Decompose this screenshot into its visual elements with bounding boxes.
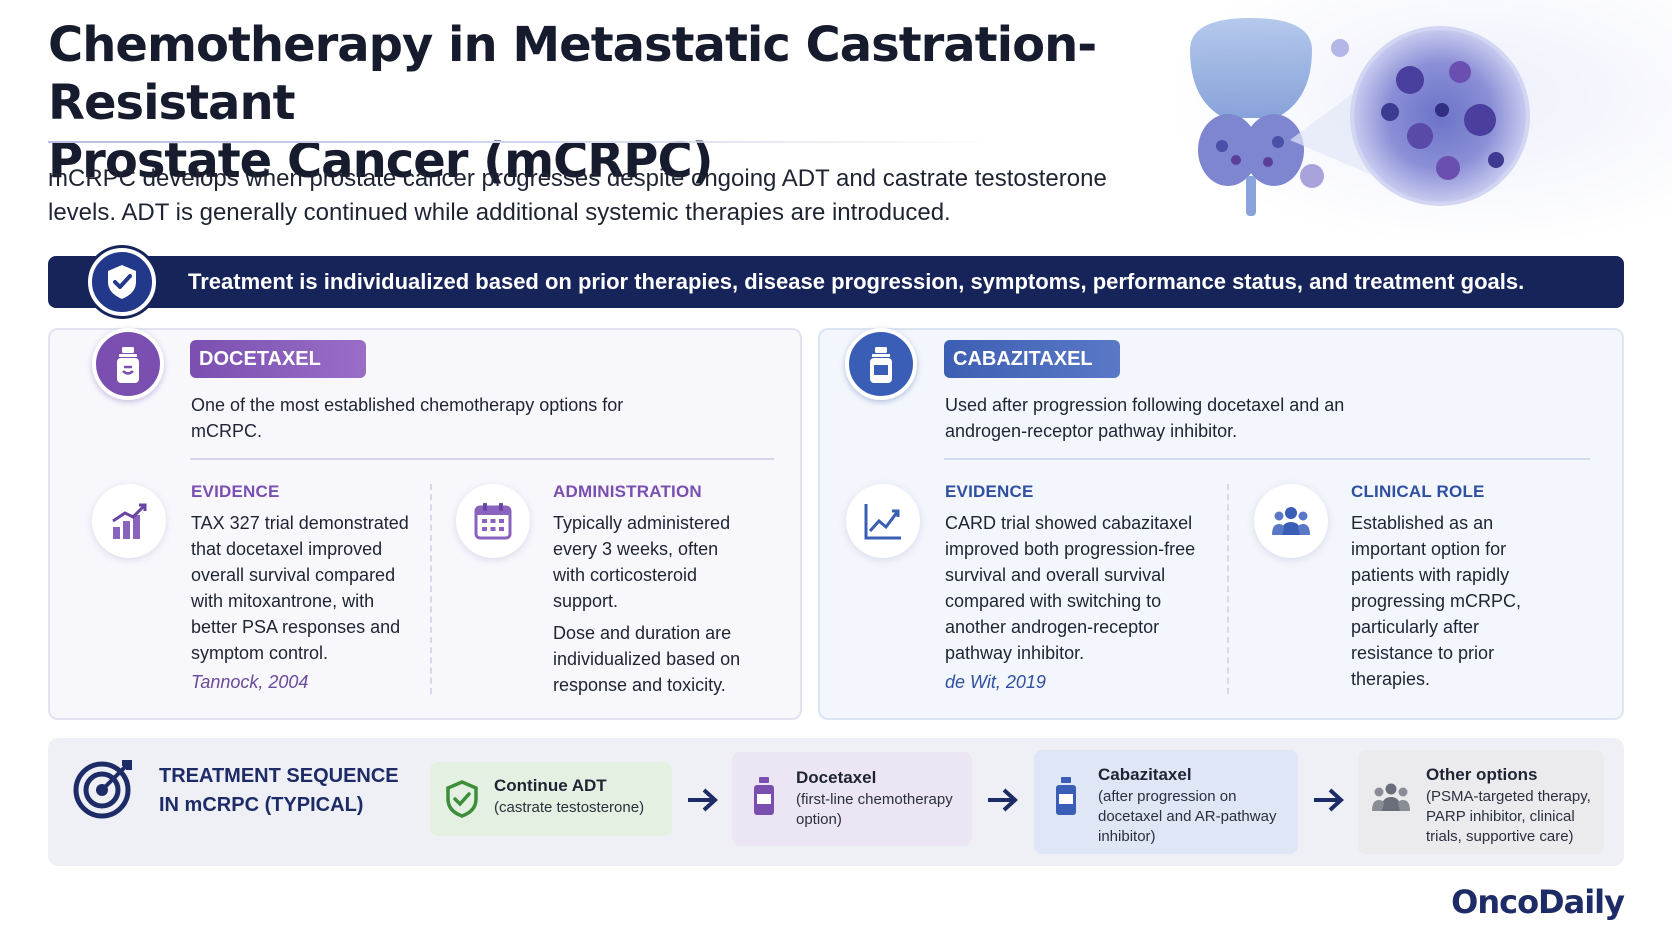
people-icon [1372,782,1410,817]
administration-heading: ADMINISTRATION [553,482,702,501]
shield-icon [446,780,478,823]
clinical-role-heading: CLINICAL ROLE [1351,482,1485,501]
docetaxel-divider [190,458,774,460]
docetaxel-evidence-heading: EVIDENCE [191,482,280,501]
cabazitaxel-evidence-heading: EVIDENCE [945,482,1034,501]
docetaxel-column-divider [430,484,432,694]
cabazitaxel-column-divider [1227,484,1229,694]
target-icon [72,756,136,825]
prostate-illustration [1180,0,1672,240]
step-cabazitaxel-sub: (after progression on docetaxel and AR-p… [1098,788,1277,845]
banner-text: Treatment is individualized based on pri… [188,269,1525,294]
arrow-icon [988,788,1018,812]
sequence-title-line-2: IN mCRPC (TYPICAL) [159,794,364,816]
step-adt-title: Continue ADT [494,776,607,795]
shield-check-icon [88,248,156,316]
title-divider [48,141,1000,143]
step-docetaxel-title: Docetaxel [796,768,877,787]
step-other-title: Other options [1426,765,1538,784]
step-adt-sub: (castrate testosterone) [494,799,645,816]
cabazitaxel-description: Used after progression following docetax… [945,395,1345,441]
cabazitaxel-panel [818,328,1624,720]
docetaxel-citation: Tannock, 2004 [191,672,309,692]
people-icon [1254,484,1328,558]
sequence-title-line-1: TREATMENT SEQUENCE [159,765,399,787]
intro-text: mCRPC develops when prostate cancer prog… [48,165,1107,226]
step-cabazitaxel-title: Cabazitaxel [1098,765,1192,784]
arrow-icon [688,788,718,812]
calendar-icon [456,484,530,558]
vial-icon [92,328,164,400]
administration-body-2: Dose and duration are individualized bas… [553,623,741,695]
line-chart-icon [846,484,920,558]
sequence-step-cabazitaxel [1034,750,1298,854]
sequence-step-adt [430,762,672,836]
administration-body-1: Typically administered every 3 weeks, of… [553,513,731,611]
arrow-icon [1314,788,1344,812]
clinical-role-body: Established as an important option for p… [1351,513,1522,689]
brand-logo: OncoDaily [1451,883,1625,921]
cabazitaxel-divider [944,458,1590,460]
step-docetaxel-sub: (first-line chemotherapy option) [796,791,953,828]
docetaxel-evidence-body: TAX 327 trial demonstrated that docetaxe… [191,513,409,663]
individualization-banner [48,256,1624,308]
docetaxel-description: One of the most established chemotherapy… [191,395,624,441]
cabazitaxel-label: CABAZITAXEL [944,340,1120,378]
cabazitaxel-citation: de Wit, 2019 [945,672,1046,692]
cabazitaxel-evidence-body: CARD trial showed cabazitaxel improved b… [945,513,1196,663]
vial-icon [752,776,776,821]
docetaxel-label: DOCETAXEL [190,340,366,378]
title-line-1: Chemotherapy in Metastatic Castration-Re… [48,17,1097,131]
docetaxel-panel [48,328,802,720]
vial-icon [845,328,917,400]
sequence-title: TREATMENT SEQUENCE IN mCRPC (TYPICAL) [159,762,399,820]
step-other-sub: (PSMA-targeted therapy, PARP inhibitor, … [1426,788,1591,845]
bar-chart-icon [92,484,166,558]
vial-icon [1054,776,1078,821]
